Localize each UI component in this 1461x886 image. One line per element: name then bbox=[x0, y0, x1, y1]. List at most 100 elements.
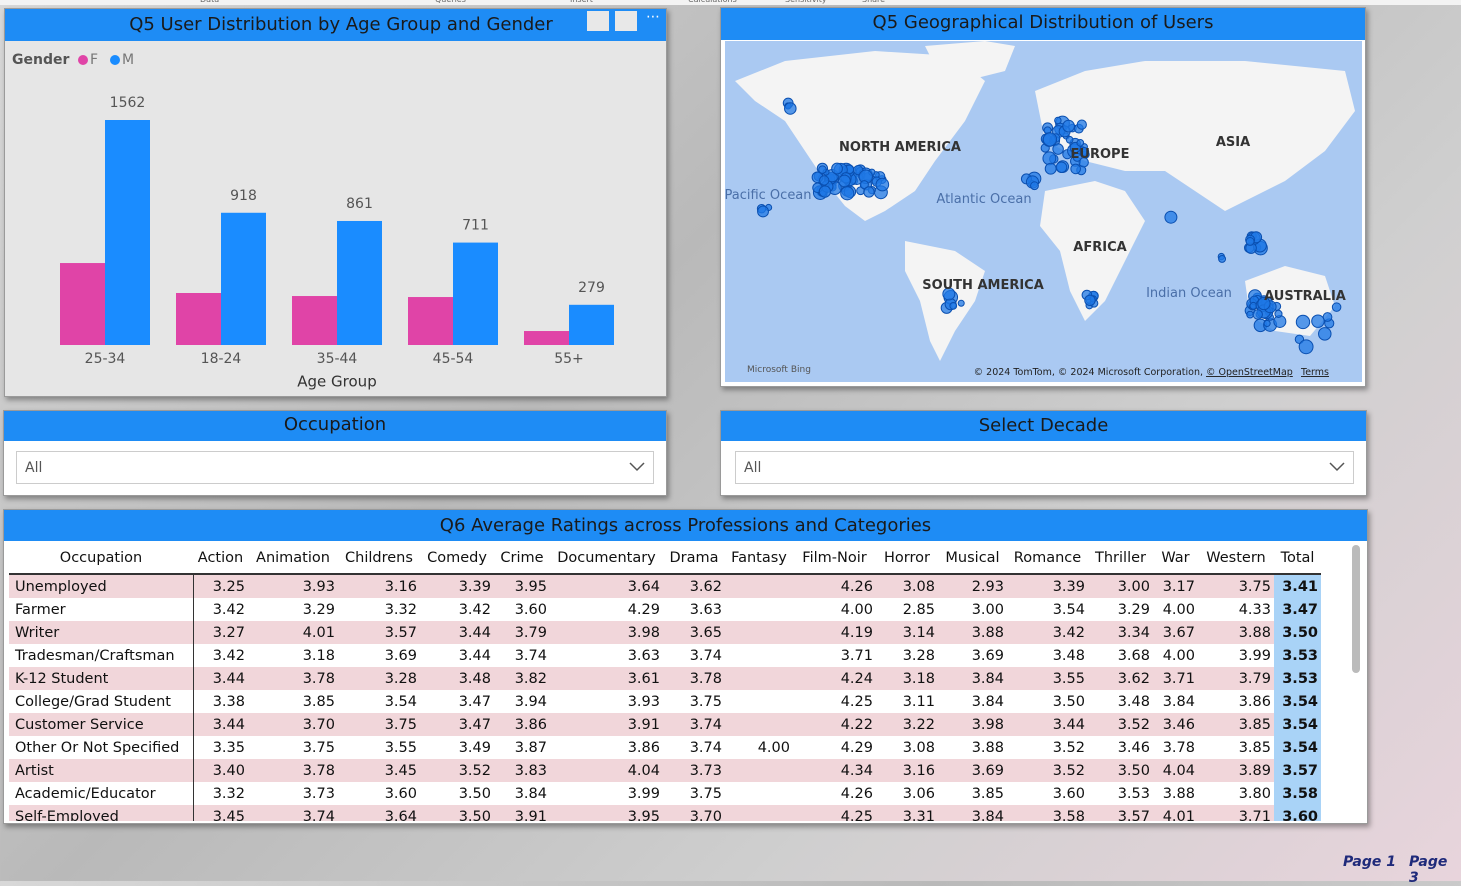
slicer-title: Occupation bbox=[4, 411, 666, 441]
map-point bbox=[1263, 319, 1271, 327]
map-point bbox=[1274, 309, 1283, 318]
ribbon-label[interactable]: Sensitivity bbox=[785, 0, 827, 4]
map-label: EUROPE bbox=[1071, 147, 1130, 162]
dropdown[interactable]: All bbox=[16, 451, 654, 484]
table-cell: 3.60 bbox=[1052, 785, 1085, 802]
more-icon[interactable]: ⋯ bbox=[646, 9, 660, 25]
table-cell bbox=[725, 782, 793, 805]
column-header[interactable]: Film-Noir bbox=[793, 543, 876, 575]
column-header[interactable]: Documentary bbox=[550, 543, 663, 575]
column-header[interactable]: Action bbox=[193, 543, 248, 575]
column-header[interactable]: War bbox=[1153, 543, 1198, 575]
table-cell: 3.48 bbox=[1052, 647, 1085, 664]
table-cell: 3.47 bbox=[420, 713, 494, 736]
map-point bbox=[863, 186, 875, 198]
table-cell: 3.86 bbox=[494, 713, 550, 736]
dropdown-value: All bbox=[25, 460, 43, 476]
map-point bbox=[1052, 143, 1064, 155]
page-tab[interactable]: Page 1 bbox=[1343, 854, 1396, 870]
table-cell: 3.46 bbox=[1117, 739, 1150, 756]
ribbon-label[interactable]: Insert bbox=[570, 0, 593, 4]
table-cell: 3.85 bbox=[1198, 713, 1274, 736]
table-cell: 3.52 bbox=[420, 759, 494, 782]
table-cell: 3.44 bbox=[458, 647, 491, 664]
column-header[interactable]: Horror bbox=[876, 543, 938, 575]
legend-title: Gender bbox=[12, 52, 69, 68]
map-point bbox=[1084, 294, 1096, 307]
column-header[interactable]: Drama bbox=[663, 543, 725, 575]
table-cell: 3.85 bbox=[971, 785, 1004, 802]
column-header[interactable]: Childrens bbox=[338, 543, 420, 575]
column-header[interactable]: Total bbox=[1274, 543, 1321, 575]
x-tick-label: 25-34 bbox=[85, 351, 126, 367]
table-cell: 3.84 bbox=[971, 693, 1004, 710]
column-header[interactable]: Crime bbox=[494, 543, 550, 575]
focus-icon[interactable] bbox=[615, 11, 637, 31]
table-cell bbox=[725, 805, 793, 821]
table-cell: 3.69 bbox=[938, 759, 1007, 782]
map-point bbox=[1295, 314, 1311, 330]
table-cell bbox=[725, 713, 793, 736]
table-cell: 3.74 bbox=[514, 647, 547, 664]
column-header[interactable]: Fantasy bbox=[725, 543, 793, 575]
data-label: 711 bbox=[462, 218, 489, 234]
column-header[interactable]: Musical bbox=[938, 543, 1007, 575]
ribbon-label[interactable]: Data bbox=[200, 0, 219, 4]
table-row: Self-Employed 3.45 3.74 3.64 3.50 3.91 3.95 3.7… bbox=[9, 805, 1321, 821]
table-cell: 3.63 bbox=[689, 601, 722, 618]
table-cell: 3.55 bbox=[384, 739, 417, 756]
map-point bbox=[1076, 119, 1087, 130]
filter-icon[interactable] bbox=[587, 11, 609, 31]
table-cell: 3.39 bbox=[420, 574, 494, 598]
chevron bbox=[629, 462, 645, 472]
table-cell: 3.68 bbox=[1117, 647, 1150, 664]
column-header[interactable]: Animation bbox=[248, 543, 338, 575]
table-cell: 3.54 bbox=[1274, 736, 1321, 759]
table-cell: Customer Service bbox=[9, 713, 194, 736]
table-cell: 3.28 bbox=[902, 647, 935, 664]
column-header[interactable]: Thriller bbox=[1088, 543, 1153, 575]
column-header[interactable]: Romance bbox=[1007, 543, 1088, 575]
column-header[interactable]: Occupation bbox=[9, 543, 193, 575]
scrollbar[interactable] bbox=[1352, 545, 1360, 673]
ribbon-label[interactable]: Queries bbox=[435, 0, 466, 4]
table-cell: 3.85 bbox=[1238, 739, 1271, 756]
table-cell: 4.24 bbox=[793, 667, 876, 690]
osm-link[interactable]: © OpenStreetMap bbox=[1206, 367, 1293, 378]
table-cell: 3.88 bbox=[1198, 621, 1274, 644]
ribbon-label[interactable]: Share bbox=[862, 0, 885, 4]
map-title: Q5 Geographical Distribution of Users bbox=[721, 8, 1365, 40]
table-cell: 3.65 bbox=[663, 621, 725, 644]
table-cell: 3.44 bbox=[1007, 713, 1088, 736]
bar bbox=[176, 292, 221, 345]
terms-link[interactable]: Terms bbox=[1300, 367, 1329, 378]
table-cell: 3.74 bbox=[689, 739, 722, 756]
table-cell: 3.40 bbox=[193, 759, 248, 782]
map-point bbox=[1218, 254, 1227, 263]
table-cell: 3.52 bbox=[1088, 713, 1153, 736]
table-cell bbox=[725, 598, 793, 621]
map-label: AUSTRALIA bbox=[1264, 289, 1346, 304]
table-cell: 3.85 bbox=[302, 693, 335, 710]
bar bbox=[524, 331, 569, 345]
table-cell: 3.94 bbox=[514, 693, 547, 710]
column-header[interactable]: Comedy bbox=[420, 543, 494, 575]
table-cell: 2.85 bbox=[902, 601, 935, 618]
column-header[interactable]: Western bbox=[1198, 543, 1274, 575]
page-tab[interactable]: Page 3 bbox=[1409, 854, 1448, 886]
ribbon-label[interactable]: Calculations bbox=[688, 0, 737, 4]
data-label: 1562 bbox=[110, 95, 146, 111]
map-point bbox=[818, 185, 832, 198]
table-cell: 3.75 bbox=[689, 785, 722, 802]
dropdown[interactable]: All bbox=[735, 451, 1354, 484]
map-point bbox=[1252, 309, 1263, 320]
map-label: Indian Ocean bbox=[1146, 286, 1232, 301]
table-viewport: Occupation Action Animation Childrens Comedy… bbox=[9, 543, 1329, 821]
table-cell: 3.52 bbox=[1052, 739, 1085, 756]
table-cell: 4.01 bbox=[248, 621, 338, 644]
table-cell: 3.88 bbox=[971, 739, 1004, 756]
table-cell: 3.50 bbox=[1088, 759, 1153, 782]
table-cell: 3.00 bbox=[1088, 574, 1153, 598]
table-cell: Self-Employed bbox=[9, 805, 194, 821]
map[interactable]: NORTH AMERICA EUROPE ASIA AFRICA SOUTH A… bbox=[725, 41, 1362, 382]
